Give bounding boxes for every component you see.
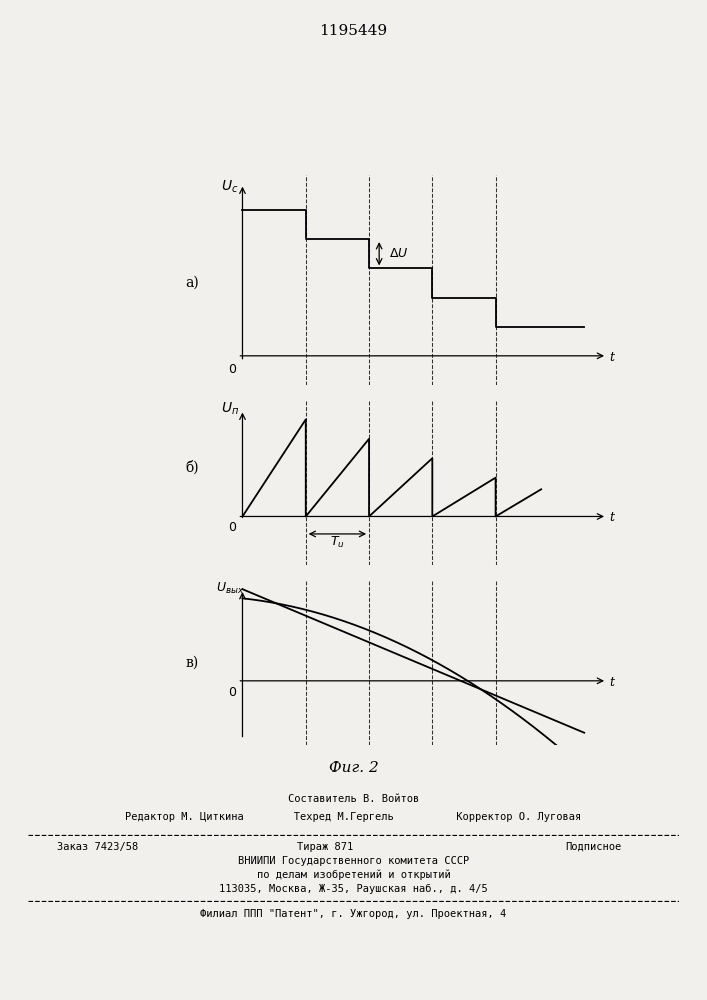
Text: t: t xyxy=(609,676,614,689)
Text: Редактор М. Циткина        Техред М.Гергель          Корректор О. Луговая: Редактор М. Циткина Техред М.Гергель Кор… xyxy=(125,812,582,822)
Text: 0: 0 xyxy=(228,686,236,699)
Text: 0: 0 xyxy=(228,363,236,376)
Text: в): в) xyxy=(185,656,199,670)
Text: по делам изобретений и открытий: по делам изобретений и открытий xyxy=(257,869,450,880)
Text: 113035, Москва, Ж-35, Раушская наб., д. 4/5: 113035, Москва, Ж-35, Раушская наб., д. … xyxy=(219,884,488,894)
Text: Подписное: Подписное xyxy=(566,842,622,852)
Text: Заказ 7423/58: Заказ 7423/58 xyxy=(57,842,138,852)
Text: а): а) xyxy=(185,276,199,290)
Text: Тираж 871: Тираж 871 xyxy=(297,842,354,852)
Text: Фиг. 2: Фиг. 2 xyxy=(329,761,378,775)
Text: $U_c$: $U_c$ xyxy=(221,179,238,195)
Text: t: t xyxy=(609,511,614,524)
Text: $\Delta U$: $\Delta U$ xyxy=(390,247,409,260)
Text: t: t xyxy=(609,351,614,364)
Text: б): б) xyxy=(185,461,199,475)
Text: $U_{вых}$: $U_{вых}$ xyxy=(216,581,244,596)
Text: 0: 0 xyxy=(228,521,236,534)
Text: Филиал ППП "Патент", г. Ужгород, ул. Проектная, 4: Филиал ППП "Патент", г. Ужгород, ул. Про… xyxy=(200,909,507,919)
Text: 1195449: 1195449 xyxy=(320,24,387,38)
Text: $T_u$: $T_u$ xyxy=(330,535,345,550)
Text: ВНИИПИ Государственного комитета СССР: ВНИИПИ Государственного комитета СССР xyxy=(238,856,469,866)
Text: $U_п$: $U_п$ xyxy=(221,401,239,417)
Text: Составитель В. Войтов: Составитель В. Войтов xyxy=(288,794,419,804)
